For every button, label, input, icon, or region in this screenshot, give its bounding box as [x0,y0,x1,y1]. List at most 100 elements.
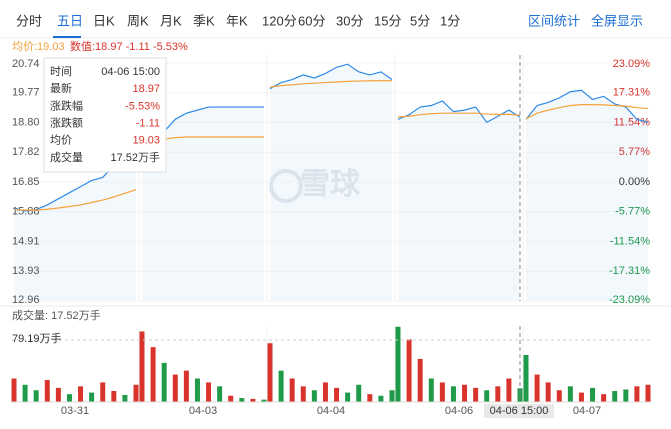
tooltip-key: 最新 [50,81,72,95]
volume-bar [567,386,573,402]
tooltip-key: 涨跌额 [50,116,83,130]
volume-bar [194,378,200,402]
link[interactable]: 区间统计 [528,13,580,28]
avg-line [13,189,137,211]
volume-bar [395,326,401,402]
volume-bar [55,387,61,402]
y-tick-label: 12.96 [12,294,40,306]
volume-bar [133,384,139,402]
tab[interactable]: 月K [160,13,182,28]
price-line [269,63,393,90]
volume-bar [172,374,178,402]
y-tick-label: 16.85 [12,176,40,188]
volume-bar [300,386,306,402]
volume-bar [150,347,156,402]
volume-bar [367,394,373,402]
volume-bar [439,382,445,402]
volume-bar [623,389,629,402]
volume-bar [261,399,267,402]
tab[interactable]: 60分 [298,13,325,28]
tooltip-value: 18.97 [132,83,160,95]
volume-bar [534,374,540,402]
tooltip-value: -5.53% [125,100,160,112]
y-tick-label: 19.77 [12,87,40,99]
y-tick-label: 18.80 [12,116,40,128]
volume-bar [462,384,468,402]
volume-bar [345,392,351,402]
volume-bar [122,394,128,402]
value-info: 数值:18.97 -1.11 -5.53% [70,40,188,53]
volume-bar [111,391,117,402]
tab[interactable]: 120分 [262,13,297,28]
volume-bar [161,362,167,402]
volume-bar [228,395,234,402]
volume-bar [356,384,362,402]
tab[interactable]: 日K [93,13,115,28]
price-line [397,100,521,124]
volume-bar [278,370,284,402]
volume-bar [484,390,490,402]
price-area [142,107,264,301]
volume-bar [645,384,651,402]
tab[interactable]: 15分 [374,13,401,28]
volume-bar [389,390,395,402]
volume-bar [517,388,523,402]
volume-bar [44,380,50,402]
volume-bar [100,382,106,402]
tooltip-box [43,57,167,173]
tooltip-value: 04-06 15:00 [101,66,160,78]
day-label: 03-31 [61,405,89,417]
tooltip-value: 17.52万手 [110,150,160,164]
pct-tick-label: 0.00% [619,176,650,188]
pct-tick-label: 23.09% [613,58,651,70]
tab[interactable]: 5分 [410,13,430,28]
y-tick-label: 20.74 [12,58,40,70]
volume-bar [183,370,189,402]
pct-tick-label: -23.09% [609,294,650,306]
volume-bar [217,386,223,402]
volume-bar [11,378,17,402]
volume-bar [590,387,596,402]
crosshair-label-box [484,404,554,418]
watermark: 雪球 [300,168,361,201]
volume-bar [22,384,28,402]
volume-label: 成交量: 17.52万手 [12,308,101,322]
volume-bar [601,394,607,402]
volume-bar [556,390,562,402]
price-area [526,90,648,301]
tab[interactable]: 季K [193,13,215,28]
price-area [270,64,392,301]
volume-bar [634,386,640,402]
y-tick-label: 13.93 [12,265,40,277]
volume-bar [506,378,512,402]
avg-line [525,104,649,120]
volume-bar [545,382,551,402]
pct-tick-label: -11.54% [610,235,650,247]
volume-bar [450,386,456,402]
tooltip-value: 19.03 [132,135,160,147]
avg-line [397,112,521,118]
price-area [398,100,520,301]
tab[interactable]: 分时 [16,13,42,28]
volume-bar [473,387,479,402]
pct-tick-label: 17.31% [613,87,651,99]
tab[interactable]: 五日 [57,13,83,28]
volume-bar [578,392,584,402]
volume-bar [267,343,273,402]
volume-bar [311,390,317,402]
price-line [525,89,649,123]
volume-bar [89,392,95,402]
tooltip-key: 时间 [50,65,72,78]
tab[interactable]: 30分 [336,13,363,28]
tooltip-value: -1.11 [136,118,160,130]
pct-tick-label: -17.31% [609,265,650,277]
volume-bar [206,382,212,402]
price-area [14,149,136,301]
pct-tick-label: 11.54% [614,116,651,128]
tab[interactable]: 1分 [440,13,460,28]
link[interactable]: 全屏显示 [591,13,643,28]
tab[interactable]: 周K [127,13,149,28]
tab[interactable]: 年K [226,13,248,28]
volume-bar [334,387,340,402]
